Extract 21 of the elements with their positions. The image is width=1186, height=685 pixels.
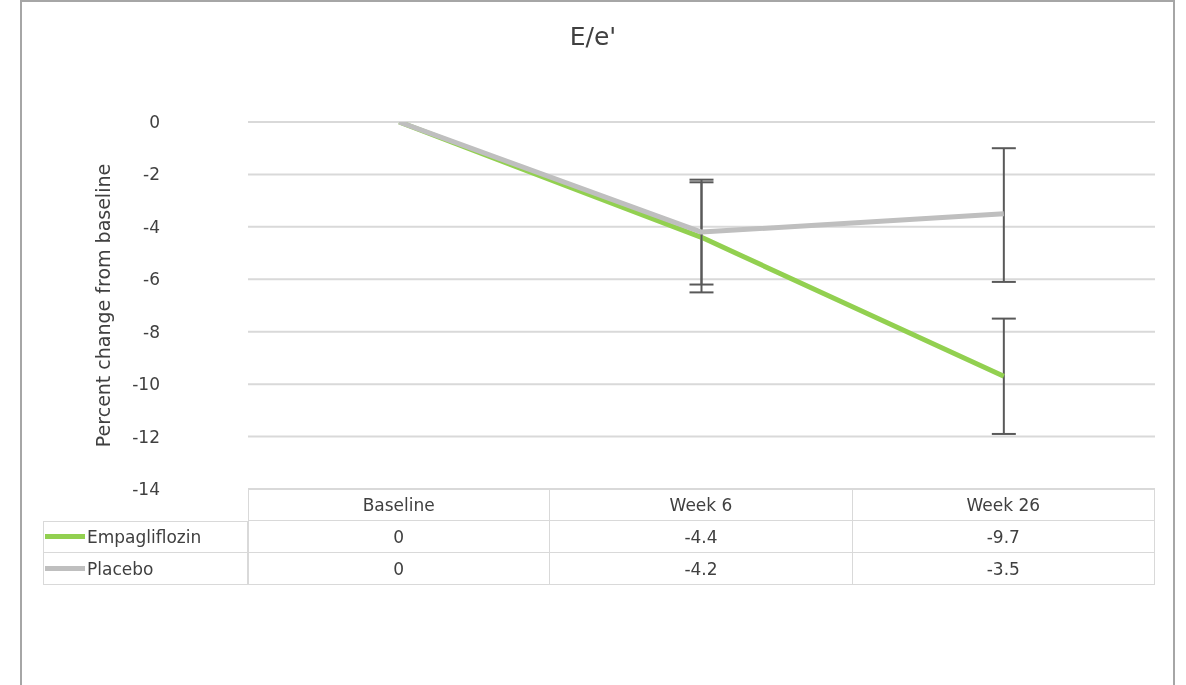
y-tick-label: 0 <box>149 112 160 133</box>
x-tick-label: Week 26 <box>852 489 1155 521</box>
data-label: -3.5 <box>852 553 1155 585</box>
x-tick-label: Baseline <box>248 489 551 521</box>
y-tick-label: -12 <box>132 426 160 447</box>
y-tick-label: -10 <box>132 374 160 395</box>
data-label: -4.4 <box>550 521 853 553</box>
y-tick-label: -2 <box>143 164 160 185</box>
data-label: -4.2 <box>550 553 853 585</box>
y-axis-title: Percent change from baseline <box>91 163 114 448</box>
legend-label: Placebo <box>87 557 154 581</box>
data-label: 0 <box>248 521 551 553</box>
y-tick-label: -4 <box>143 216 160 237</box>
y-tick-label: -14 <box>132 479 160 500</box>
y-tick-label: -8 <box>143 321 160 342</box>
legend-label: Empagliflozin <box>87 525 202 549</box>
y-tick-label: -6 <box>143 269 160 290</box>
data-label: -9.7 <box>852 521 1155 553</box>
x-tick-label: Week 6 <box>550 489 853 521</box>
data-label: 0 <box>248 553 551 585</box>
chart-title: E/e' <box>568 22 618 51</box>
